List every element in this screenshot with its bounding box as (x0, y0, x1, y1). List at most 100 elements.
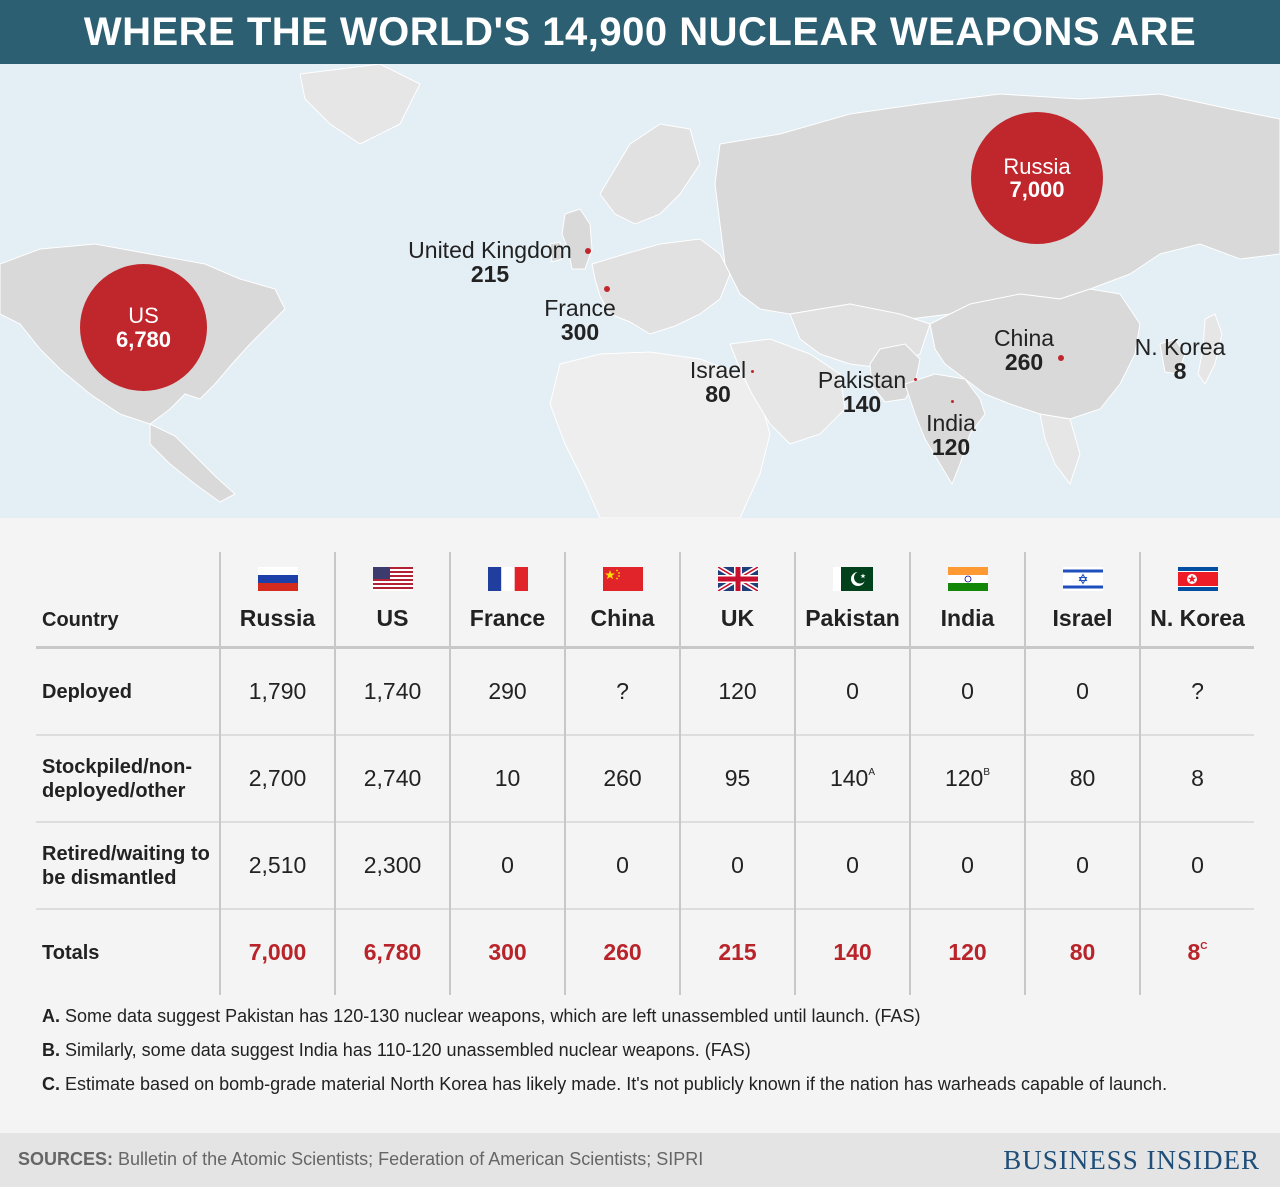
israel-map-value: 80 (705, 381, 731, 408)
footnote-a: A. Some data suggest Pakistan has 120-13… (42, 1006, 1167, 1027)
russia-map-name: Russia (1003, 153, 1071, 179)
column-header-pakistan: Pakistan (794, 552, 910, 648)
table-cell-total: 6,780 (334, 908, 450, 995)
table-cell-total: 140 (794, 908, 910, 995)
row-label: Totals (36, 908, 220, 995)
column-header-israel: Israel (1024, 552, 1140, 648)
table-cell: 0 (794, 646, 910, 735)
brand-logo: BUSINESS INSIDER (1003, 1145, 1260, 1175)
pakistan-map-name: Pakistan (817, 367, 907, 393)
arsenal-table-section: Country Russia US France (0, 518, 1280, 1133)
column-header-india: India (909, 552, 1025, 648)
table-cell: 0 (909, 646, 1025, 735)
china-map-dot (1058, 355, 1064, 361)
table-cell: 2,300 (334, 821, 450, 909)
table-cell-pakistan-stockpiled: 140A (794, 734, 910, 822)
table-row-retired: Retired/waiting to be dismantled 2,510 2… (36, 821, 1254, 909)
russia-map-value: 7,000 (1009, 177, 1065, 202)
israel-map-name: Israel (689, 357, 747, 383)
table-cell-total: 120 (909, 908, 1025, 995)
north-korea-flag-icon (1177, 567, 1218, 591)
cell-value: 8 (1187, 939, 1201, 965)
china-flag-icon (602, 567, 643, 591)
uk-map-name: United Kingdom (408, 237, 572, 263)
country-name: UK (720, 605, 755, 631)
column-header-france: France (449, 552, 565, 648)
sources-text: Bulletin of the Atomic Scientists; Feder… (118, 1149, 704, 1169)
footnote-c: C. Estimate based on bomb-grade material… (42, 1074, 1167, 1095)
uk-map-dot (585, 248, 591, 254)
cell-value: 120 (944, 765, 984, 791)
pakistan-flag-icon (832, 567, 873, 591)
row-label: Retired/waiting to be dismantled (36, 821, 220, 909)
nkorea-map-label: N. Korea 8 (1130, 335, 1230, 383)
column-header-country: Country (42, 609, 119, 631)
table-cell-total-nkorea: 8C (1139, 908, 1254, 995)
country-name: Russia (239, 605, 316, 631)
map-landmass (0, 64, 1280, 518)
pakistan-map-dot (914, 378, 917, 381)
us-bubble: US 6,780 (80, 264, 207, 391)
france-flag-icon (487, 567, 528, 591)
nkorea-map-name: N. Korea (1134, 334, 1226, 360)
india-map-dot (951, 400, 954, 403)
india-map-label: India 120 (917, 411, 985, 459)
title-bar: WHERE THE WORLD'S 14,900 NUCLEAR WEAPONS… (0, 0, 1280, 64)
russia-bubble: Russia 7,000 (971, 112, 1103, 244)
uk-map-value: 215 (470, 261, 510, 288)
table-row-deployed: Deployed 1,790 1,740 290 ? 120 0 0 0 ? (36, 646, 1254, 735)
table-cell-total: 7,000 (219, 908, 335, 995)
row-label: Deployed (36, 646, 220, 735)
china-map-value: 260 (1004, 349, 1044, 376)
table-cell: 1,740 (334, 646, 450, 735)
table-cell: ? (1139, 646, 1254, 735)
pakistan-map-value: 140 (842, 391, 882, 418)
us-map-name: US (128, 303, 159, 329)
table-cell: 2,740 (334, 734, 450, 822)
footnote-b: B. Similarly, some data suggest India ha… (42, 1040, 1167, 1061)
cell-value: 140 (829, 765, 869, 791)
table-cell-total: 300 (449, 908, 565, 995)
israel-flag-icon (1062, 567, 1103, 591)
country-name: India (940, 605, 995, 631)
footnotes: A. Some data suggest Pakistan has 120-13… (42, 1006, 1167, 1108)
table-cell: 0 (564, 821, 680, 909)
table-cell-total: 215 (679, 908, 795, 995)
country-name: France (469, 605, 546, 631)
country-name: Israel (1052, 605, 1113, 631)
table-cell: 0 (1024, 646, 1140, 735)
country-name: N. Korea (1150, 605, 1245, 631)
us-flag-icon (372, 567, 413, 591)
sources: SOURCES: Bulletin of the Atomic Scientis… (18, 1149, 703, 1170)
world-map: Russia 7,000 US 6,780 United Kingdom 215… (0, 64, 1280, 518)
table-cell: 8 (1139, 734, 1254, 822)
footnote-mark: B. (42, 1040, 60, 1060)
table-cell: 1,790 (219, 646, 335, 735)
us-map-value: 6,780 (115, 326, 172, 352)
footnote-mark: B (983, 767, 991, 778)
table-cell: ? (564, 646, 680, 735)
table-cell: 2,700 (219, 734, 335, 822)
sources-label: SOURCES: (18, 1149, 114, 1169)
arsenal-table: Country Russia US France (36, 552, 1254, 995)
france-map-label: France 300 (535, 296, 625, 344)
india-map-value: 120 (931, 434, 971, 461)
table-cell: 10 (449, 734, 565, 822)
table-row-stockpiled: Stockpiled/non-deployed/other 2,700 2,74… (36, 734, 1254, 822)
table-cell: 120 (679, 646, 795, 735)
country-name: US (376, 605, 409, 631)
table-cell: 80 (1024, 734, 1140, 822)
table-row-totals: Totals 7,000 6,780 300 260 215 140 120 8… (36, 908, 1254, 995)
page-title: WHERE THE WORLD'S 14,900 NUCLEAR WEAPONS… (83, 9, 1197, 54)
table-cell-india-stockpiled: 120B (909, 734, 1025, 822)
column-header-china: China (564, 552, 680, 648)
table-cell: 2,510 (219, 821, 335, 909)
table-cell: 0 (794, 821, 910, 909)
india-map-name: India (926, 410, 976, 436)
column-header-russia: Russia (219, 552, 335, 648)
france-map-dot (604, 286, 610, 292)
footnote-text: Estimate based on bomb-grade material No… (65, 1074, 1168, 1094)
table-header-row: Country Russia US France (36, 552, 1254, 648)
column-header-uk: UK (679, 552, 795, 648)
table-cell: 290 (449, 646, 565, 735)
